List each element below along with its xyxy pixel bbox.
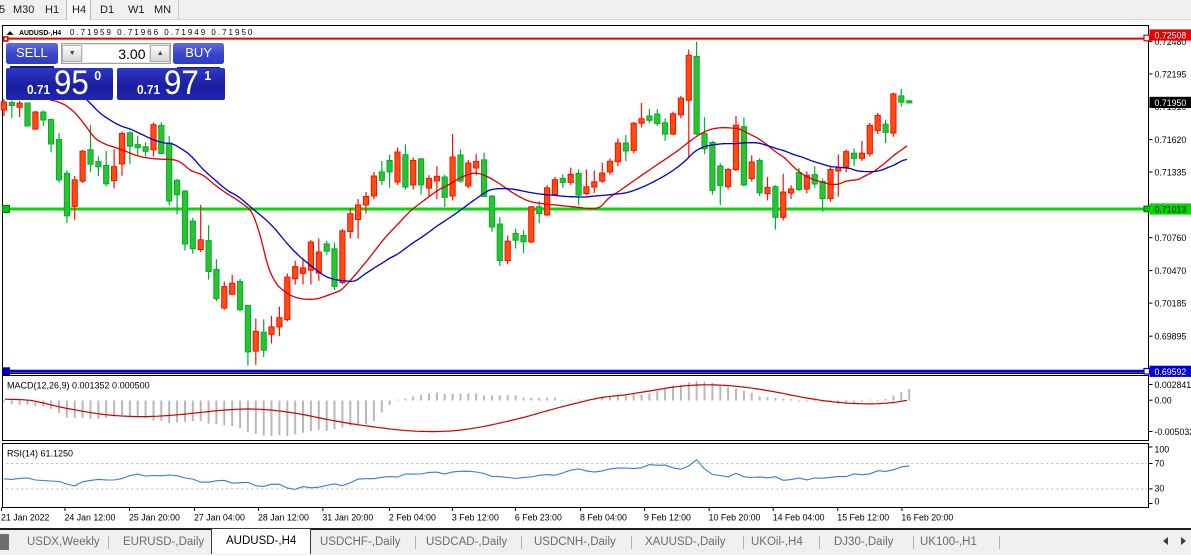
svg-text:9 Feb 12:00: 9 Feb 12:00 [644, 513, 691, 523]
svg-text:0.71959 0.71966 0.71949 0.7195: 0.71959 0.71966 0.71949 0.71950 [70, 28, 254, 37]
svg-text:-0.005032: -0.005032 [1155, 427, 1191, 437]
svg-text:0.71950: 0.71950 [1155, 98, 1187, 108]
svg-text:25 Jan 20:00: 25 Jan 20:00 [129, 513, 180, 523]
svg-text:16 Feb 20:00: 16 Feb 20:00 [901, 513, 953, 523]
svg-text:0.70470: 0.70470 [1155, 266, 1187, 276]
svg-text:27 Jan 04:00: 27 Jan 04:00 [194, 513, 245, 523]
svg-text:10 Feb 20:00: 10 Feb 20:00 [709, 513, 761, 523]
svg-text:0.69895: 0.69895 [1155, 332, 1187, 342]
svg-text:28 Jan 12:00: 28 Jan 12:00 [258, 513, 309, 523]
svg-text:0.72508: 0.72508 [1155, 31, 1187, 41]
svg-text:0.70185: 0.70185 [1155, 299, 1187, 309]
svg-text:0: 0 [1155, 497, 1160, 507]
svg-text:0.70760: 0.70760 [1155, 233, 1187, 243]
svg-text:0.00: 0.00 [1155, 396, 1172, 406]
svg-text:0.71335: 0.71335 [1155, 167, 1187, 177]
svg-text:70: 70 [1155, 459, 1165, 469]
svg-text:0.71013: 0.71013 [1155, 205, 1187, 215]
svg-text:100: 100 [1155, 445, 1170, 455]
svg-text:RSI(14) 61.1250: RSI(14) 61.1250 [7, 449, 73, 459]
svg-text:0.71620: 0.71620 [1155, 135, 1187, 145]
svg-text:21 Jan 2022: 21 Jan 2022 [1, 513, 50, 523]
svg-text:3 Feb 12:00: 3 Feb 12:00 [452, 513, 499, 523]
svg-text:0.002841: 0.002841 [1155, 380, 1191, 390]
svg-text:0.72195: 0.72195 [1155, 69, 1187, 79]
svg-text:AUDUSD-,H4: AUDUSD-,H4 [19, 28, 61, 37]
svg-text:31 Jan 20:00: 31 Jan 20:00 [322, 513, 373, 523]
svg-text:MACD(12,26,9) 0.001352 0.00050: MACD(12,26,9) 0.001352 0.000500 [7, 381, 150, 391]
svg-text:30: 30 [1155, 483, 1165, 493]
svg-text:8 Feb 04:00: 8 Feb 04:00 [580, 513, 627, 523]
svg-text:24 Jan 12:00: 24 Jan 12:00 [65, 513, 116, 523]
svg-text:0.69592: 0.69592 [1155, 367, 1187, 377]
svg-text:15 Feb 12:00: 15 Feb 12:00 [837, 513, 889, 523]
svg-text:6 Feb 23:00: 6 Feb 23:00 [515, 513, 562, 523]
svg-text:14 Feb 04:00: 14 Feb 04:00 [773, 513, 825, 523]
svg-text:2 Feb 04:00: 2 Feb 04:00 [389, 513, 436, 523]
